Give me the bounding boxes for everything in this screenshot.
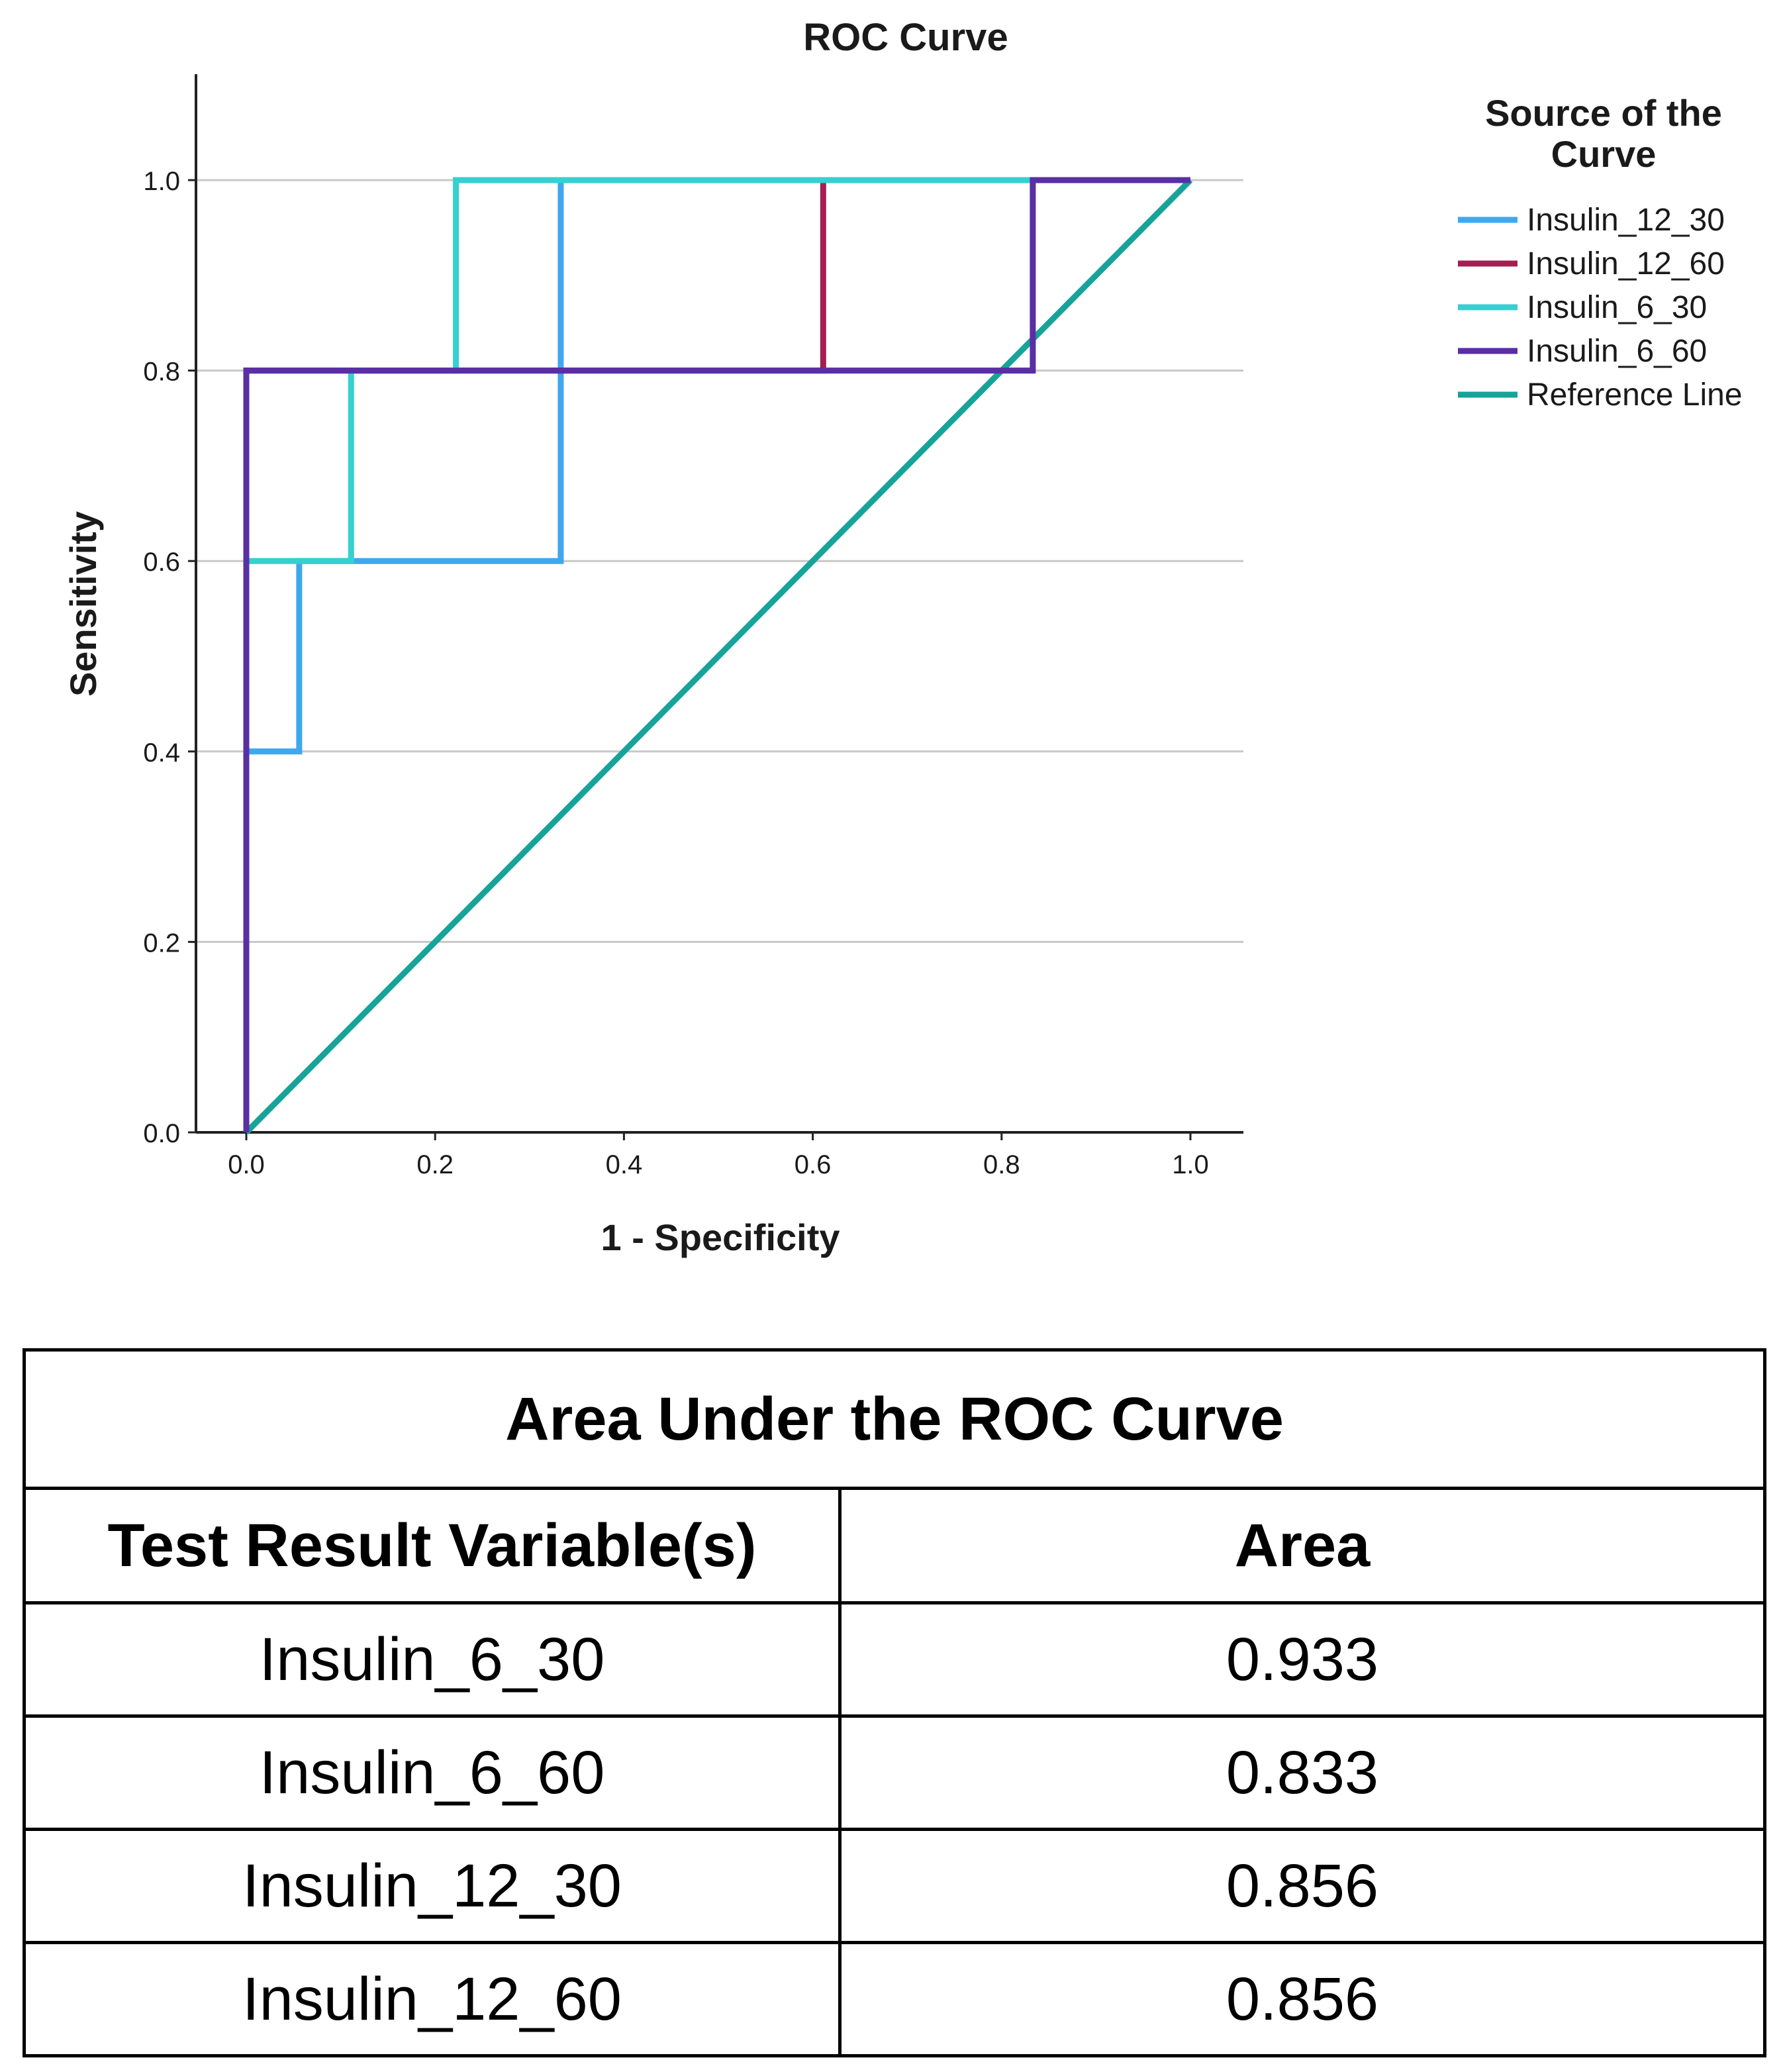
y-tick-label: 0.2	[143, 928, 180, 958]
cell-area: 0.833	[838, 1714, 1766, 1831]
x-tick-label: 0.2	[416, 1150, 454, 1179]
y-tick-label: 0.6	[143, 548, 180, 577]
table-row: Insulin_6_60 0.833	[23, 1714, 1766, 1831]
cell-variable: Insulin_12_60	[23, 1941, 842, 2057]
tick-labels: 0.0 0.2 0.4 0.6 0.8 1.0 0.0 0.2 0.4 0.6 0.8 1.0	[143, 167, 1208, 1179]
auc-table-title: Area Under the ROC Curve	[23, 1348, 1766, 1490]
y-tick-label: 1.0	[143, 167, 180, 196]
series-line-insulin-6-60	[243, 177, 1190, 1132]
auc-table-header-row: Test Result Variable(s) Area	[23, 1487, 1766, 1604]
series-lines	[243, 177, 1193, 1135]
cell-area: 0.856	[838, 1828, 1766, 1944]
x-tick-label: 0.4	[606, 1150, 643, 1179]
roc-chart: ROC Curve 0.0 0.2 0.4 0.6 0.8 1.0 0.0 0.2 0.4 0.6…	[62, 16, 1743, 1258]
legend-label-insulin-12-30: Insulin_12_30	[1527, 203, 1725, 238]
cell-variable: Insulin_12_30	[23, 1828, 842, 1944]
cell-area: 0.933	[838, 1601, 1766, 1718]
auc-table-title-row: Area Under the ROC Curve	[23, 1348, 1766, 1490]
y-axis-label: Sensitivity	[62, 511, 104, 697]
legend-label-insulin-12-60: Insulin_12_60	[1527, 246, 1725, 281]
x-axis-label: 1 - Specificity	[601, 1216, 840, 1258]
legend-label-insulin-6-30: Insulin_6_30	[1527, 290, 1707, 325]
header-test-variable: Test Result Variable(s)	[23, 1487, 842, 1604]
legend-title-line2: Curve	[1551, 133, 1657, 175]
table-row: Insulin_6_30 0.933	[23, 1601, 1766, 1718]
x-tick-label: 0.0	[228, 1150, 265, 1179]
x-tick-label: 1.0	[1172, 1150, 1209, 1179]
chart-title: ROC Curve	[803, 16, 1008, 59]
legend: Source of the Curve Insulin_12_30Insulin…	[1458, 92, 1743, 413]
cell-variable: Insulin_6_60	[23, 1714, 842, 1831]
y-tick-label: 0.0	[143, 1119, 180, 1148]
y-tick-label: 0.8	[143, 358, 180, 387]
cell-area: 0.856	[838, 1941, 1766, 2057]
table-row: Insulin_12_60 0.856	[23, 1941, 1766, 2057]
legend-label-insulin-6-60: Insulin_6_60	[1527, 334, 1707, 369]
legend-label-reference-line: Reference Line	[1527, 377, 1743, 413]
series-line-reference-line	[244, 177, 1193, 1135]
legend-entries: Insulin_12_30 Insulin_12_60 Insulin_6_30 In…	[1458, 203, 1743, 413]
y-tick-label: 0.4	[143, 738, 180, 767]
legend-title-line1: Source of the	[1485, 92, 1722, 134]
x-tick-label: 0.8	[983, 1150, 1020, 1179]
auc-table: Area Under the ROC Curve Test Result Var…	[23, 1348, 1766, 2057]
table-row: Insulin_12_30 0.856	[23, 1828, 1766, 1944]
header-area: Area	[838, 1487, 1766, 1604]
x-tick-label: 0.6	[795, 1150, 832, 1179]
cell-variable: Insulin_6_30	[23, 1601, 842, 1718]
axes	[195, 74, 1243, 1134]
